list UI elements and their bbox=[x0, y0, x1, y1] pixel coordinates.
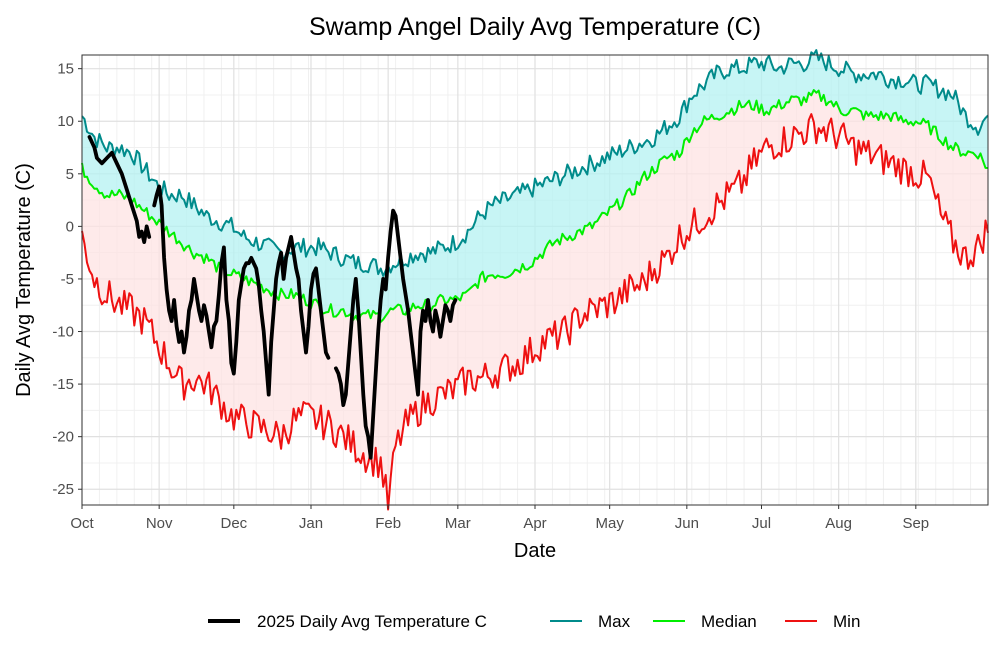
y-tick-label: 5 bbox=[66, 166, 74, 183]
range-bands bbox=[82, 50, 988, 510]
x-tick-label: Mar bbox=[445, 515, 471, 532]
x-tick-label: Jul bbox=[752, 515, 771, 532]
series-line-current-segment-1 bbox=[87, 135, 152, 244]
band-max-median bbox=[82, 50, 988, 322]
legend: 2025 Daily Avg Temperature C Max Median … bbox=[208, 612, 860, 631]
x-tick-label: Jun bbox=[675, 515, 699, 532]
x-axis-title: Date bbox=[514, 540, 556, 562]
series-line-max bbox=[81, 49, 989, 277]
x-tick-label: Sep bbox=[902, 515, 929, 532]
x-tick-label: Nov bbox=[146, 515, 173, 532]
x-tick-label: Aug bbox=[825, 515, 852, 532]
legend-label-min: Min bbox=[833, 612, 860, 631]
legend-label-median: Median bbox=[701, 612, 757, 631]
y-tick-label: -15 bbox=[52, 376, 74, 393]
series-lines bbox=[81, 49, 989, 511]
legend-label-max: Max bbox=[598, 612, 631, 631]
x-tick-label: Jan bbox=[299, 515, 323, 532]
legend-label-current: 2025 Daily Avg Temperature C bbox=[257, 612, 487, 631]
series-line-current-segment-2 bbox=[152, 184, 331, 397]
y-tick-label: 10 bbox=[57, 113, 74, 130]
x-tick-label: Apr bbox=[523, 515, 546, 532]
series-line-min bbox=[81, 113, 989, 511]
band-median-min bbox=[82, 90, 988, 510]
y-tick-label: -25 bbox=[52, 481, 74, 498]
series-line-current-segment-3 bbox=[334, 208, 458, 460]
y-axis: 15 10 5 0 -5 -10 -15 -20 -25 bbox=[52, 61, 82, 498]
series-line-median bbox=[81, 89, 989, 323]
y-tick-label: 0 bbox=[66, 218, 74, 235]
chart-title: Swamp Angel Daily Avg Temperature (C) bbox=[309, 13, 761, 41]
x-tick-label: Feb bbox=[375, 515, 401, 532]
x-tick-label: Oct bbox=[70, 515, 94, 532]
x-tick-label: May bbox=[595, 515, 624, 532]
y-tick-label: 15 bbox=[57, 61, 74, 78]
y-axis-title: Daily Avg Temperature (C) bbox=[13, 163, 35, 397]
x-tick-label: Dec bbox=[220, 515, 247, 532]
y-tick-label: -5 bbox=[61, 271, 74, 288]
x-axis: Oct Nov Dec Jan Feb Mar Apr May Jun Jul Aug Sep bbox=[70, 505, 929, 532]
y-tick-label: -10 bbox=[52, 324, 74, 341]
y-tick-label: -20 bbox=[52, 429, 74, 446]
